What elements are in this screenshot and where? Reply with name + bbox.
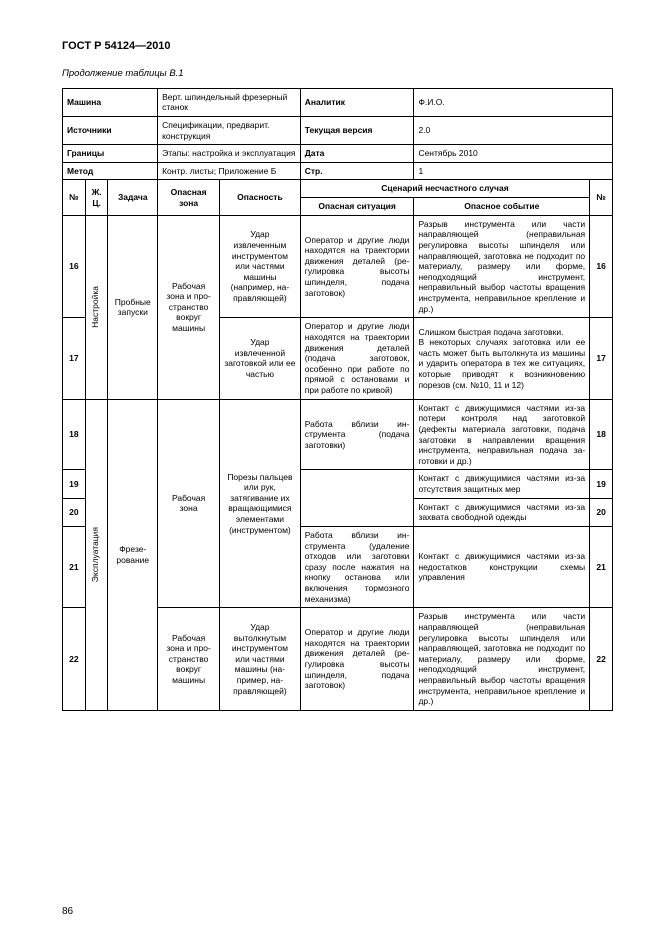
hdr-method-value: Контр. листы; Приложение Б — [158, 162, 301, 180]
row-16: 16 Настройка Проб­ные запуски Рабочая зо… — [63, 215, 613, 318]
hdr-machine-label: Машина — [63, 88, 158, 116]
hdr-bounds-value: Этапы: настройка и эксплуатация — [158, 145, 301, 163]
g1-zone: Рабочая зона и про­странство вокруг маши… — [158, 215, 220, 399]
row-22-no-left: 22 — [63, 608, 86, 711]
row-16-no-right: 16 — [590, 215, 613, 318]
row-18: 18 Эксплуатация Фрезе­рова­ние Рабочая з… — [63, 399, 613, 470]
row-19-event: Контакт с движущимися частями из-за отсу… — [414, 470, 590, 498]
g2-zhc: Эксплуатация — [85, 399, 108, 710]
col-header-row-1: № Ж. Ц. Задача Опасная зона Опасность Сц… — [63, 180, 613, 198]
header-row-2: Источники Спецификации, предварит. конст… — [63, 116, 613, 144]
row-18-event: Контакт с движущимися частями из-за поте… — [414, 399, 590, 470]
header-row-4: Метод Контр. листы; Приложение Б Стр. 1 — [63, 162, 613, 180]
row-22-event: Разрыв инструмента или части направляюще… — [414, 608, 590, 711]
page-number: 86 — [62, 906, 73, 919]
table-caption: Продолжение таблицы В.1 — [62, 68, 613, 80]
hdr-page-label: Стр. — [300, 162, 414, 180]
row-20-no-right: 20 — [590, 498, 613, 526]
col-task: Задача — [108, 180, 158, 215]
row-17-no-left: 17 — [63, 318, 86, 399]
col-event: Опасное событие — [414, 198, 590, 216]
row-17-no-right: 17 — [590, 318, 613, 399]
g2-zoneA: Рабочая зона — [158, 399, 220, 608]
g1-zhc: Настройка — [85, 215, 108, 399]
row-19-no-left: 19 — [63, 470, 86, 498]
main-table: Машина Верт. шпиндельный фрезерный стано… — [62, 88, 613, 711]
row-18-no-left: 18 — [63, 399, 86, 470]
col-no-right: № — [590, 180, 613, 215]
doc-id: ГОСТ Р 54124—2010 — [62, 40, 613, 54]
g2-task: Фрезе­рова­ние — [108, 399, 158, 710]
row-20-no-left: 20 — [63, 498, 86, 526]
hdr-page-value: 1 — [414, 162, 613, 180]
col-no-left: № — [63, 180, 86, 215]
row-21-event: Контакт с движущимися частями из-за недо… — [414, 526, 590, 607]
row-16-hazard: Удар извлеченным инструментом или частям… — [220, 215, 301, 318]
hdr-version-value: 2.0 — [414, 116, 613, 144]
row-16-situation: Оператор и другие люди находятся на трае… — [300, 215, 414, 318]
col-scenario: Сценарий несчастного случая — [300, 180, 589, 198]
hdr-sources-value: Спецификации, предварит. конструкция — [158, 116, 301, 144]
col-hazard: Опасность — [220, 180, 301, 215]
row-22-no-right: 22 — [590, 608, 613, 711]
row-17-event: Слишком быстрая подача заго­товки. В нек… — [414, 318, 590, 399]
row-18-no-right: 18 — [590, 399, 613, 470]
hdr-sources-label: Источники — [63, 116, 158, 144]
row-21-no-left: 21 — [63, 526, 86, 607]
g1-task: Проб­ные запуски — [108, 215, 158, 399]
row-20-event: Контакт с движущимися частями из-за захв… — [414, 498, 590, 526]
hdr-analyst-value: Ф.И.О. — [414, 88, 613, 116]
hdr-machine-value: Верт. шпиндельный фрезерный станок — [158, 88, 301, 116]
row-19-no-right: 19 — [590, 470, 613, 498]
header-row-1: Машина Верт. шпиндельный фрезерный стано… — [63, 88, 613, 116]
hdr-method-label: Метод — [63, 162, 158, 180]
g2-hazardA: Порезы паль­цев или рук, затягивание их … — [220, 399, 301, 608]
hdr-bounds-label: Границы — [63, 145, 158, 163]
col-zone: Опасная зона — [158, 180, 220, 215]
g2-hazardB: Удар вытолкнутым инструментом или частям… — [220, 608, 301, 711]
row-21-no-right: 21 — [590, 526, 613, 607]
row-17-situation: Оператор и дру­гие люди находят­ся на тр… — [300, 318, 414, 399]
col-zhc: Ж. Ц. — [85, 180, 108, 215]
hdr-date-label: Дата — [300, 145, 414, 163]
row-18-situation: Работа вблизи ин­струмента (подача загот… — [300, 399, 414, 470]
hdr-analyst-label: Аналитик — [300, 88, 414, 116]
row-19-situation — [300, 470, 414, 527]
row-21-situation: Работа вблизи ин­струмента (удале­ние от… — [300, 526, 414, 607]
hdr-version-label: Текущая версия — [300, 116, 414, 144]
hdr-date-value: Сентябрь 2010 — [414, 145, 613, 163]
col-situation: Опасная ситуация — [300, 198, 414, 216]
row-16-no-left: 16 — [63, 215, 86, 318]
row-17-hazard: Удар извлеченной заготовкой или ее часть… — [220, 318, 301, 399]
row-22-situation: Оператор и другие люди находятся на трае… — [300, 608, 414, 711]
g2-zoneB: Рабочая зона и про­странство вокруг маши… — [158, 608, 220, 711]
header-row-3: Границы Этапы: настройка и эксплуатация … — [63, 145, 613, 163]
page: ГОСТ Р 54124—2010 Продолжение таблицы В.… — [0, 0, 661, 936]
row-16-event: Разрыв инструмента или части направляюще… — [414, 215, 590, 318]
